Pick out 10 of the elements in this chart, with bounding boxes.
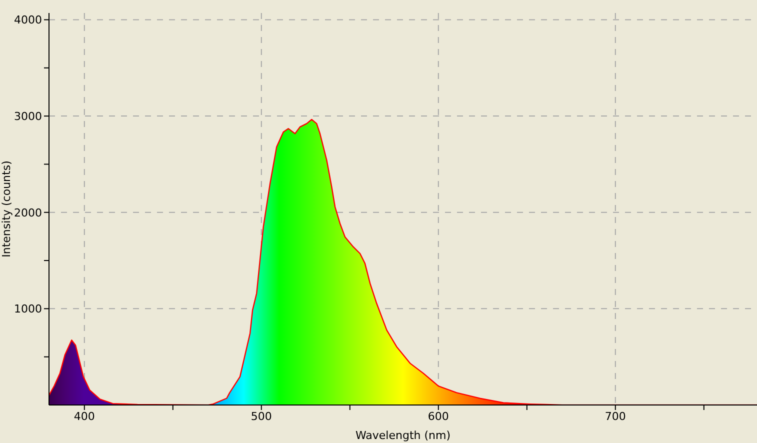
y-tick-label: 3000 [14,110,42,123]
y-tick-label: 2000 [14,206,42,220]
y-tick-label: 4000 [14,14,42,27]
y-axis-title: Intensity (counts) [0,160,13,258]
x-tick-label: 400 [74,410,95,423]
x-tick-label: 500 [250,410,272,423]
x-axis-title: Wavelength (nm) [355,429,451,442]
y-tick-label: 1000 [14,302,42,316]
x-tick-label: 600 [428,410,449,423]
x-tick-label: 700 [604,410,626,423]
